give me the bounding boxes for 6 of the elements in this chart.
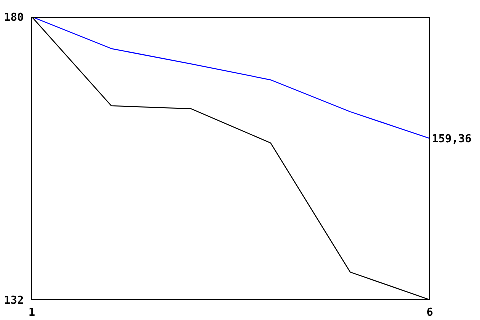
annotation: 159,36 (432, 132, 472, 146)
x-tick-label: 1 (28, 306, 36, 319)
x-tick-label: 6 (426, 306, 434, 319)
y-tick-label: 180 (4, 10, 24, 24)
line-series (32, 17, 430, 140)
y-tick-label: 132 (4, 294, 24, 307)
